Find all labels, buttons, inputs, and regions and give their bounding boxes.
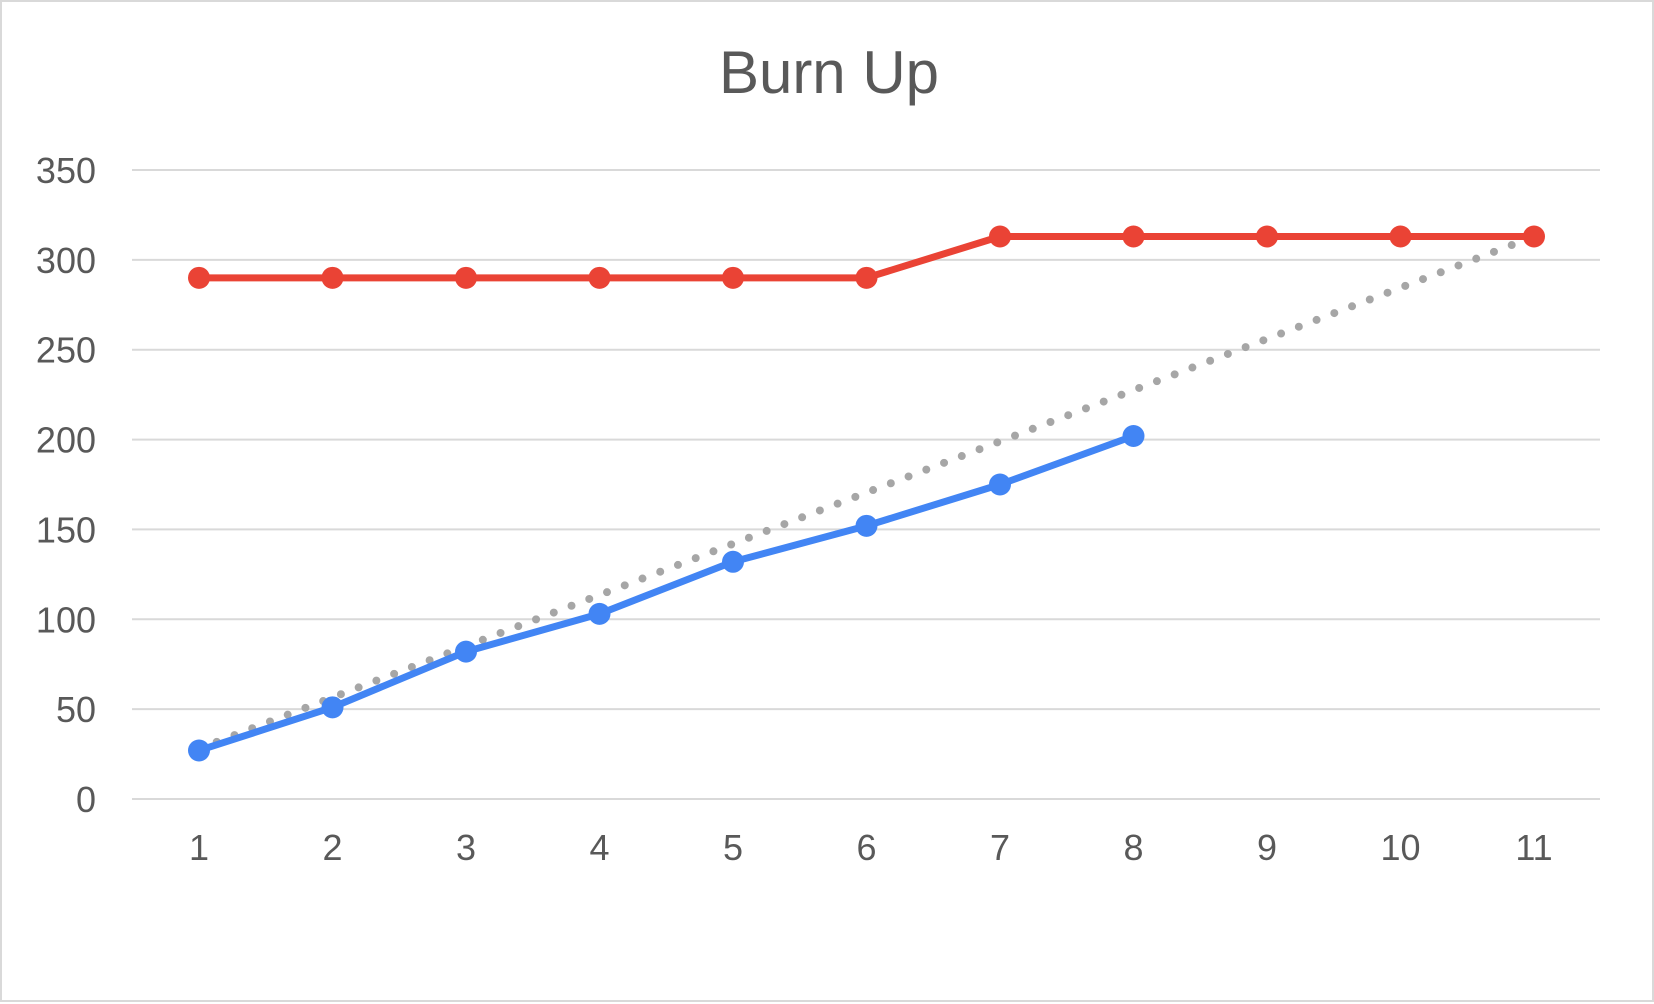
- x-tick-label-2: 2: [322, 827, 342, 868]
- series-1-point-6: [855, 514, 878, 537]
- series-0-point-8: [1122, 225, 1145, 248]
- y-tick-label-50: 50: [56, 689, 96, 730]
- series-2-line: [195, 232, 1538, 753]
- x-tick-label-11: 11: [1515, 827, 1552, 868]
- x-tick-label-4: 4: [589, 827, 609, 868]
- series-0-point-5: [722, 266, 744, 289]
- x-tick-label-6: 6: [856, 827, 876, 868]
- y-tick-label-350: 350: [36, 150, 96, 191]
- series-0-point-9: [1256, 225, 1278, 248]
- series-1-line: [195, 432, 1137, 754]
- series-1-point-8: [1122, 424, 1145, 447]
- series-0-point-11: [1523, 225, 1545, 248]
- series-0-point-2: [321, 266, 344, 289]
- x-tick-label-10: 10: [1380, 827, 1420, 868]
- x-tick-label-9: 9: [1257, 827, 1277, 868]
- chart-title: Burn Up: [718, 39, 940, 106]
- x-tick-label-7: 7: [990, 827, 1010, 868]
- series-0-point-3: [455, 266, 477, 289]
- y-tick-label-200: 200: [36, 420, 96, 461]
- series-1-point-4: [588, 602, 611, 625]
- y-tick-label-100: 100: [36, 599, 96, 640]
- x-tick-label-3: 3: [456, 827, 476, 868]
- series-1-point-5: [722, 550, 744, 573]
- series-0-point-6: [855, 266, 878, 289]
- x-tick-label-1: 1: [189, 827, 209, 868]
- series-0-point-10: [1389, 225, 1412, 248]
- series-0-point-4: [588, 266, 611, 289]
- y-tick-label-300: 300: [36, 240, 96, 281]
- y-tick-label-0: 0: [76, 779, 96, 820]
- series-0-point-7: [989, 225, 1011, 248]
- y-tick-label-150: 150: [36, 509, 96, 550]
- x-tick-label-8: 8: [1123, 827, 1143, 868]
- series-0-point-1: [188, 266, 210, 289]
- series-1-point-1: [188, 739, 210, 762]
- series-1-point-7: [989, 473, 1011, 496]
- y-tick-label-250: 250: [36, 330, 96, 371]
- series-1-point-2: [321, 696, 344, 719]
- x-tick-label-5: 5: [723, 827, 743, 868]
- series-1-point-3: [455, 640, 477, 663]
